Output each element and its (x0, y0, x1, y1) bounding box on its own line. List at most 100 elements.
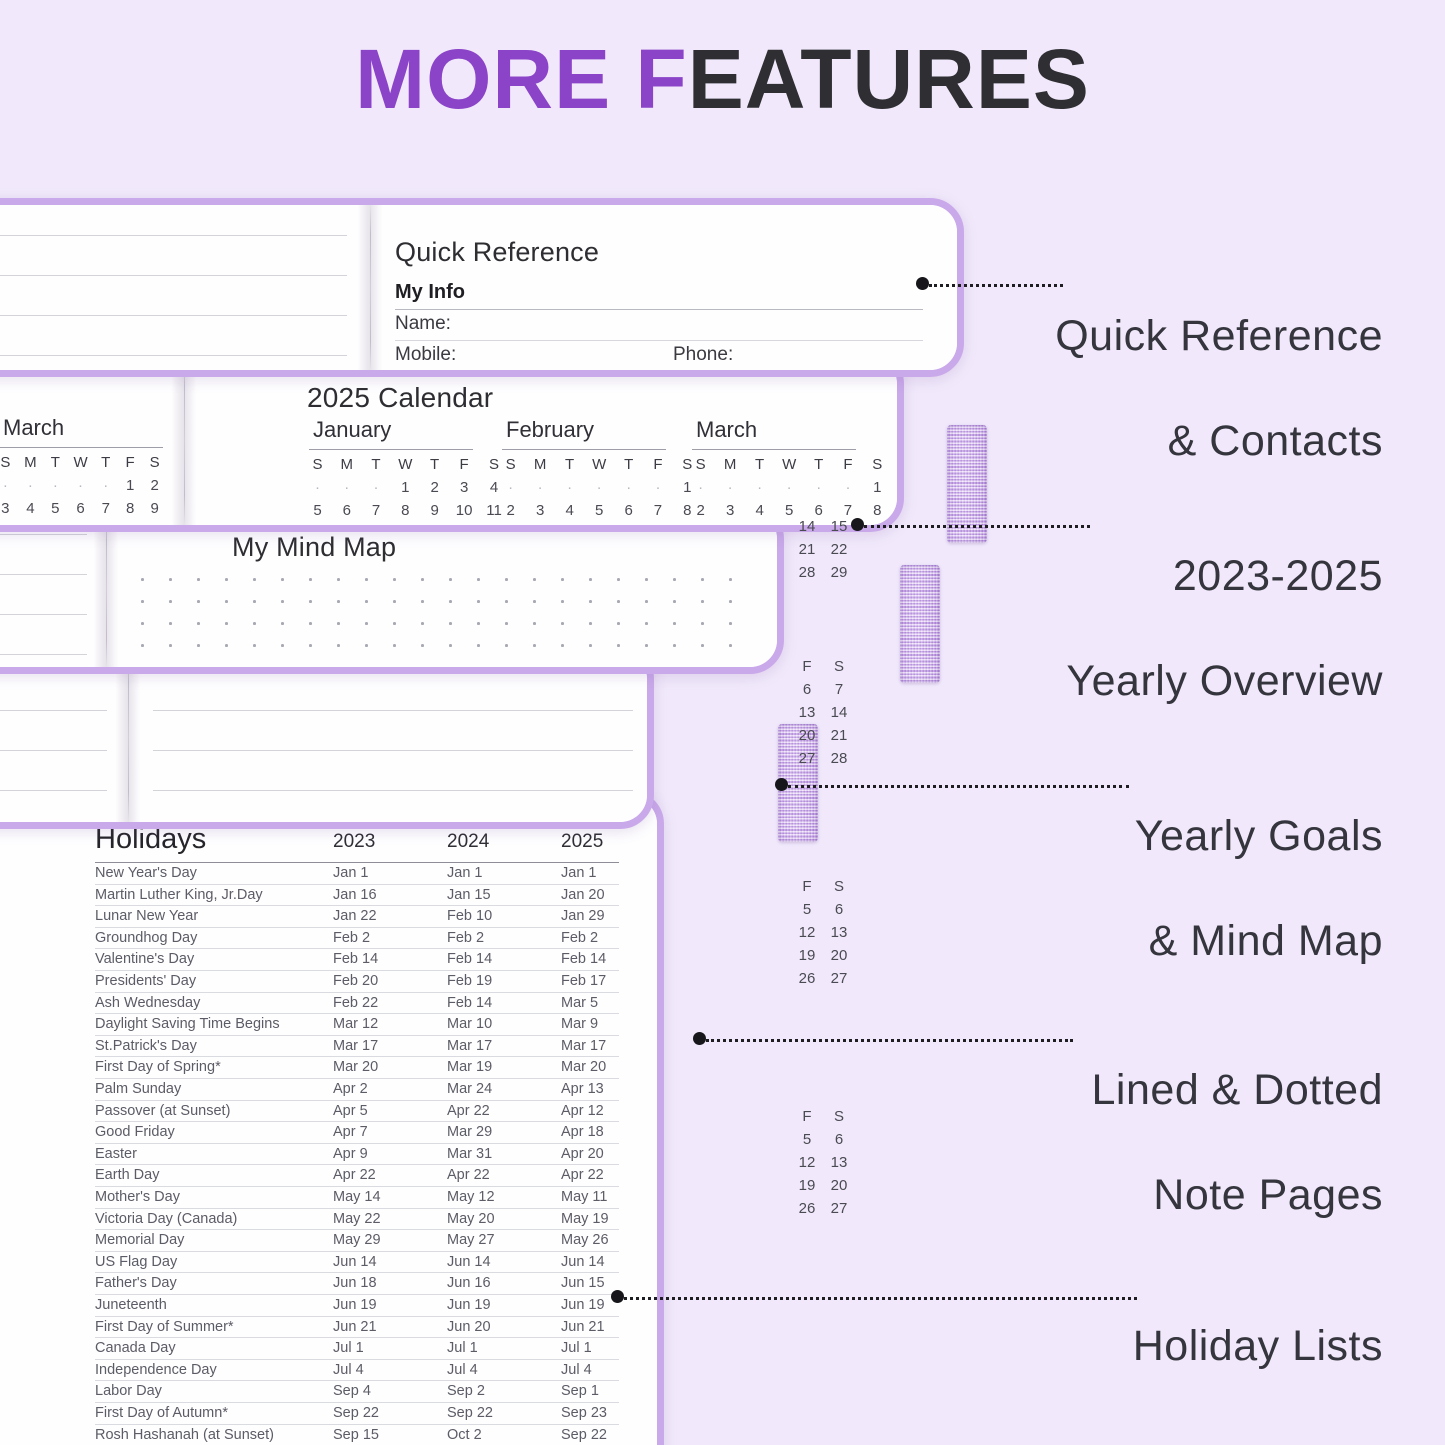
field-name-rule (395, 340, 923, 341)
table-row: Ash Wednesday Feb 22 Feb 14 Mar 5 (95, 993, 619, 1015)
calendar-day-cell: 12 (798, 1154, 816, 1171)
lined-notes-page (0, 652, 647, 822)
callout-yearly-goals-line2: & Mind Map (1148, 917, 1383, 966)
dot-grid-dot (169, 578, 172, 581)
holiday-name: First Day of Spring* (95, 1059, 221, 1076)
holiday-date-2023: Sep 4 (333, 1383, 371, 1400)
holiday-date-2024: Sep 22 (447, 1405, 493, 1421)
holidays-col-2024: 2024 (447, 831, 490, 852)
note-rule-line (0, 790, 107, 791)
holiday-date-2025: Jan 29 (561, 908, 605, 925)
calendar-week-row: 12 13 (791, 921, 855, 944)
holiday-date-2025: Jul 1 (561, 1340, 592, 1357)
holiday-date-2023: Apr 7 (333, 1124, 368, 1141)
lined-rules-left (0, 652, 107, 822)
calendar-week-row: 14 15 (791, 515, 855, 538)
holiday-date-2023: Mar 17 (333, 1037, 379, 1054)
holiday-name: Daylight Saving Time Begins (95, 1016, 280, 1033)
holiday-name: Passover (at Sunset) (95, 1102, 231, 1119)
note-rule-line (0, 574, 87, 575)
table-row: First Day of Spring* Mar 20 Mar 19 Mar 20 (95, 1057, 619, 1079)
notebook-mind-map[interactable]: My Mind Map (0, 505, 784, 674)
table-row: Rosh Hashanah (at Sunset) Sep 15 Oct 2 Sep … (95, 1425, 619, 1445)
weekday-header: T (565, 456, 575, 473)
dot-grid-dot (533, 600, 536, 603)
holiday-date-2025: Mar 17 (561, 1037, 607, 1054)
calendar-day-cell: 27 (830, 970, 848, 987)
calendar-day-cell: 20 (830, 1177, 848, 1194)
holiday-name: New Year's Day (95, 865, 197, 881)
calendar-week-row: 5 6 7 8 9 10 11 (303, 499, 509, 522)
calendar-week-row: · · · · · · 1 (686, 476, 892, 499)
dot-grid-dot (309, 600, 312, 603)
dot-grid-dot (505, 578, 508, 581)
calendar-day-cell: S (833, 658, 844, 675)
table-row: Juneteenth Jun 19 Jun 19 Jun 19 (95, 1295, 619, 1317)
calendar-day-cell: S (833, 878, 844, 895)
page-title-accent: MORE F (355, 32, 688, 126)
table-row: Palm Sunday Apr 2 Mar 24 Apr 13 (95, 1079, 619, 1101)
weekday-header: S (695, 456, 706, 473)
calendar-empty-cell: · (508, 479, 514, 496)
leader-dot-note-pages (693, 1032, 706, 1045)
callout-quick-reference-line1: Quick Reference (1055, 312, 1383, 361)
calendar-day-cell: 22 (830, 541, 848, 558)
calendar-week-row: 2 3 4 5 6 7 8 (686, 499, 892, 522)
dot-grid-dot (393, 600, 396, 603)
calendar-day-cell: 8 (125, 500, 135, 517)
calendar-day-cell: 19 (798, 947, 816, 964)
dot-grid-dot (561, 622, 564, 625)
behind-month-rule (0, 447, 163, 448)
dot-grid-dot (197, 578, 200, 581)
note-rule-line (0, 750, 107, 751)
holiday-date-2024: Jan 15 (447, 886, 491, 903)
dot-grid-dot (337, 622, 340, 625)
dot-grid-dot (533, 622, 536, 625)
holiday-date-2025: Mar 9 (561, 1016, 599, 1033)
calendar-day-cell: 5 (785, 502, 794, 519)
elastic-band-mind-map[interactable] (900, 565, 940, 683)
table-row: Labor Day Sep 4 Sep 2 Sep 1 (95, 1381, 619, 1403)
dot-grid-dot (253, 622, 256, 625)
callout-yearly-goals-line1: Yearly Goals (1134, 812, 1383, 861)
leader-line-quick-reference (929, 284, 1063, 287)
dot-grid-dot (337, 600, 340, 603)
holiday-date-2025: Jul 4 (561, 1361, 592, 1378)
holiday-date-2023: Mar 20 (333, 1059, 379, 1076)
notebook-quick-reference[interactable]: Quick Reference My Info Name: Mobile: Ph… (0, 198, 964, 377)
dot-grid-dot (673, 622, 676, 625)
calendar-empty-cell: · (816, 479, 822, 496)
callout-note-pages: Lined & Dotted Note Pages (1092, 1012, 1383, 1274)
elastic-band-calendar[interactable] (947, 425, 987, 543)
calendar-empty-cell: · (52, 477, 58, 494)
dot-grid-dot (449, 622, 452, 625)
calendar-day-cell: 6 (802, 681, 812, 698)
calendar-week-row: 19 20 (791, 944, 855, 967)
holiday-date-2025: Jun 15 (561, 1275, 605, 1292)
notebook-holidays[interactable]: Holidays 2023 2024 2025 New Year's Day Ja… (0, 790, 664, 1445)
calendar-day-cell: 1 (873, 479, 882, 496)
holiday-date-2025: Jun 19 (561, 1297, 605, 1313)
holiday-date-2024: Jan 1 (447, 865, 483, 881)
table-row: Presidents' Day Feb 20 Feb 19 Feb 17 (95, 971, 619, 993)
holidays-col-2023: 2023 (333, 831, 376, 852)
calendar-day-cell: 8 (401, 502, 410, 519)
calendar-day-cell: 2 (506, 502, 515, 519)
holiday-date-2024: Apr 22 (447, 1167, 490, 1184)
calendar-day-cell: 27 (798, 750, 816, 767)
holiday-date-2024: Mar 10 (447, 1016, 493, 1033)
calendar-day-cell: 3 (536, 502, 545, 519)
table-row: Father's Day Jun 18 Jun 16 Jun 15 (95, 1273, 619, 1295)
calendar-day-cell: 2 (430, 479, 439, 496)
weekday-header: M (24, 454, 37, 471)
dot-grid-dot (253, 578, 256, 581)
holiday-name: Lunar New Year (95, 908, 199, 925)
calendar-week-row: 20 21 (791, 724, 855, 747)
dot-grid-dot (673, 578, 676, 581)
calendar-empty-cell: · (78, 477, 84, 494)
calendar-day-cell: 13 (798, 704, 816, 721)
holiday-name: Juneteenth (95, 1297, 167, 1313)
